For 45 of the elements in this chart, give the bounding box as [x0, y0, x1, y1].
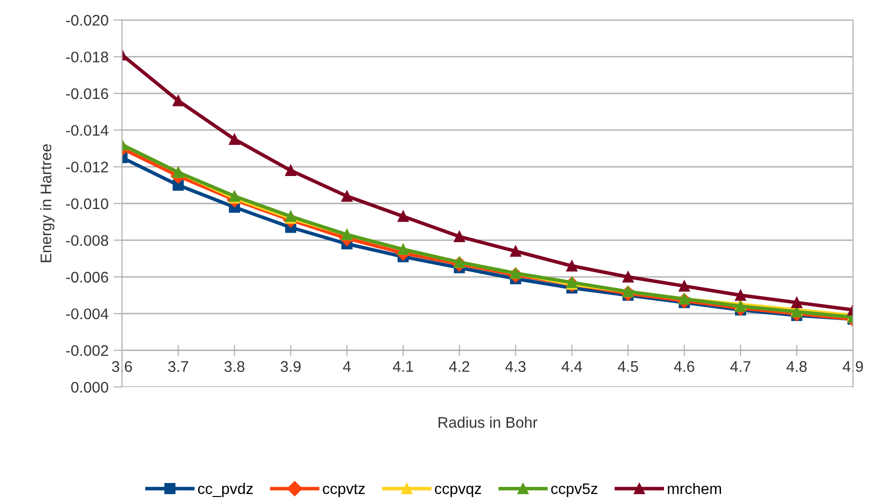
legend-label: ccpvqz [434, 486, 482, 498]
x-tick-label: 3.6 [112, 361, 132, 372]
x-tick-label: 3.7 [168, 361, 188, 372]
y-tick-label: -0.018 [66, 52, 108, 62]
point [678, 280, 690, 292]
legend-label: cc_pvdz [198, 482, 253, 498]
x-tick-label: 4.3 [505, 361, 526, 372]
x-tick-label: 3.8 [224, 361, 244, 372]
x-tick-label: 3.9 [280, 361, 301, 372]
point [228, 134, 240, 145]
y-tick-label: -0.010 [66, 198, 108, 210]
legend-label: ccpvtz [322, 484, 365, 498]
y-tick-label: -0.014 [66, 124, 108, 136]
y-axis-title: Energy in Hartree [40, 144, 54, 262]
point [566, 260, 578, 272]
point [454, 230, 465, 242]
legend-label: ccpv5z [551, 483, 598, 498]
x-tick-label: 4.5 [618, 361, 638, 372]
point [791, 297, 802, 308]
x-tick-label: 4.4 [562, 361, 582, 372]
point [734, 300, 746, 312]
point [622, 271, 634, 282]
x-tick-label: 4.8 [786, 361, 807, 372]
y-tick-label: -0.006 [66, 272, 108, 283]
x-tick-label: 4.9 [842, 361, 863, 372]
x-tick-label: 4 [343, 361, 351, 372]
point [510, 246, 522, 257]
point [285, 164, 296, 176]
x-axis-title: Radius in Bohr [438, 416, 538, 428]
legend-label: mrchem [668, 482, 722, 494]
x-tick-label: 4.2 [449, 361, 470, 372]
y-tick-label: -0.016 [66, 88, 108, 100]
y-tick-label: 0.000 [71, 382, 108, 393]
y-tick-label: -0.002 [66, 345, 108, 356]
y-tick-label: -0.008 [66, 235, 108, 246]
point [341, 190, 352, 202]
y-tick-label: -0.020 [66, 14, 108, 26]
point [734, 290, 746, 301]
x-tick-label: 4.6 [674, 361, 694, 372]
y-tick-label: -0.012 [66, 162, 108, 172]
y-tick-label: -0.004 [66, 308, 108, 320]
point [398, 210, 409, 222]
x-tick-label: 4.1 [392, 361, 414, 372]
point [172, 95, 184, 106]
x-tick-label: 4.7 [730, 361, 750, 372]
